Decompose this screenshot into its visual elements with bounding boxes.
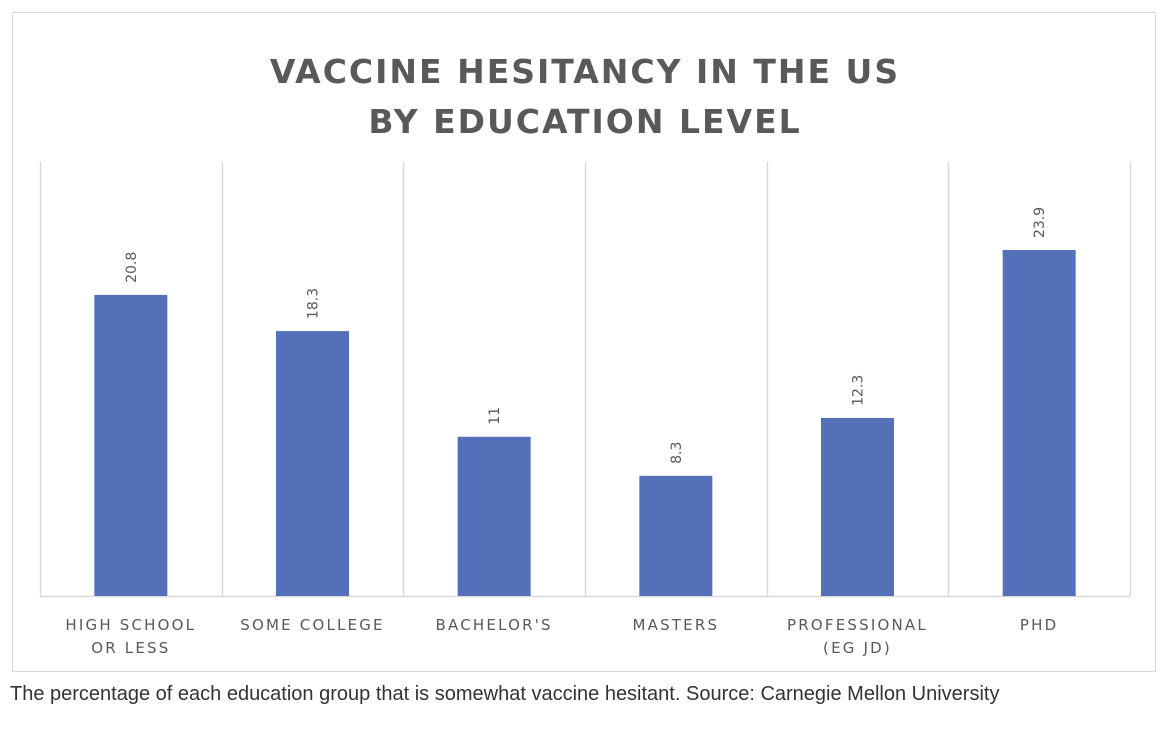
x-tick-label: MASTERS <box>632 616 719 634</box>
data-label: 8.3 <box>669 442 685 464</box>
bar-chart: 20.8 HIGH SCHOOL OR LESS 18.3 SOME COLLEGE 11… <box>39 162 1132 657</box>
chart-title-line-2: BY EDUCATION LEVEL <box>368 102 802 141</box>
x-tick-label: SOME COLLEGE <box>240 616 385 634</box>
bar <box>821 417 894 596</box>
chart-title: VACCINE HESITANCY IN THE US BY EDUCATION… <box>13 47 1157 147</box>
x-tick-label: (EG JD) <box>823 639 892 657</box>
bar <box>1002 250 1076 596</box>
data-label: 20.8 <box>124 252 140 283</box>
figure-caption: The percentage of each education group t… <box>10 683 1000 705</box>
x-tick-label: PROFESSIONAL <box>787 616 928 634</box>
x-tick-label: OR LESS <box>91 639 170 657</box>
chart-title-line-1: VACCINE HESITANCY IN THE US <box>269 52 901 91</box>
data-label: 12.3 <box>851 375 867 406</box>
data-label: 11 <box>487 407 503 425</box>
x-tick-label: BACHELOR'S <box>436 616 553 634</box>
bar <box>457 436 531 596</box>
bar <box>276 331 349 596</box>
data-label: 18.3 <box>306 288 322 319</box>
x-tick-label: PHD <box>1020 616 1058 634</box>
data-label: 23.9 <box>1032 207 1048 238</box>
x-tick-label: HIGH SCHOOL <box>65 616 196 634</box>
bar <box>639 475 713 596</box>
bar <box>94 294 168 596</box>
chart-frame: VACCINE HESITANCY IN THE US BY EDUCATION… <box>12 12 1156 672</box>
